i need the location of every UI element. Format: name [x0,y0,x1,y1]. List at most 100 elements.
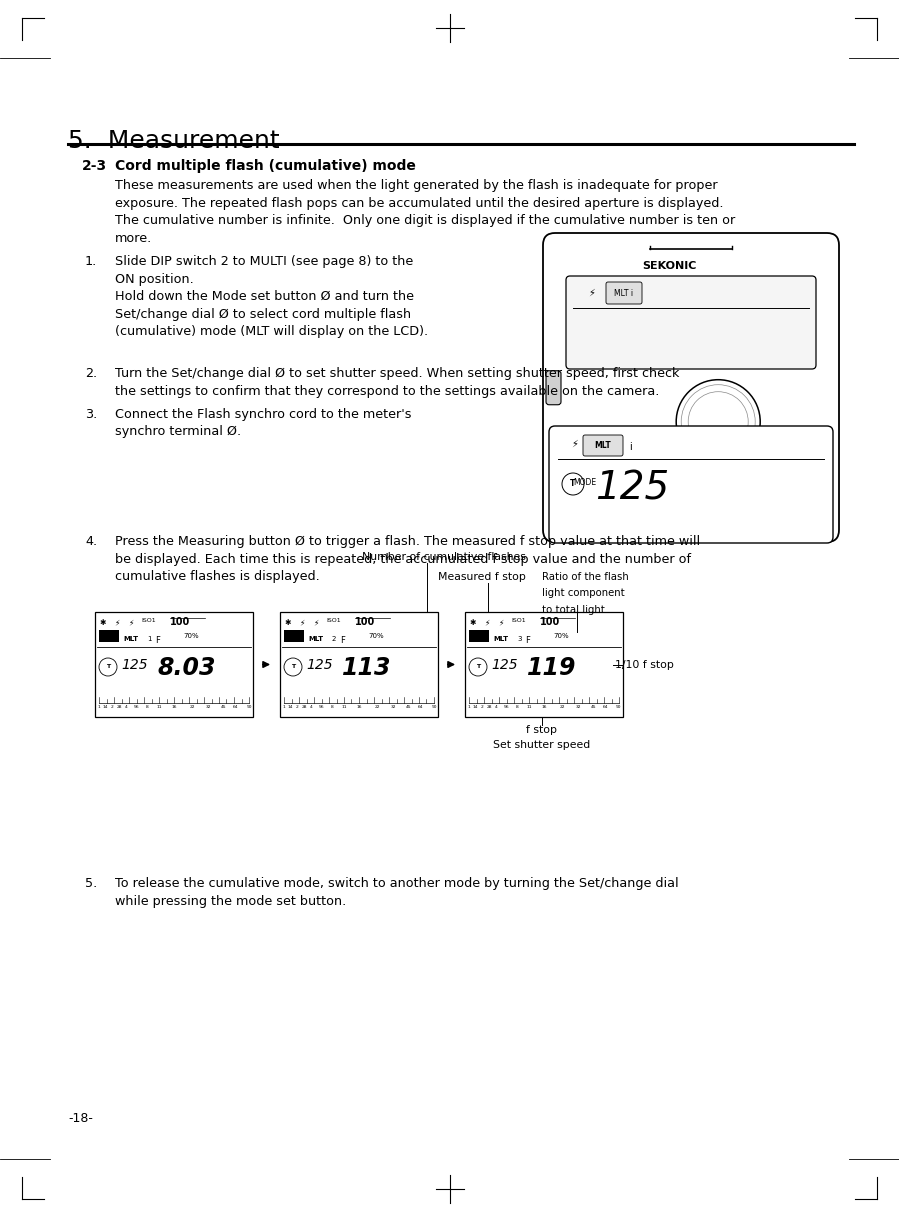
Text: 2: 2 [296,705,298,710]
Text: ✱: ✱ [470,618,476,627]
Text: 32: 32 [206,705,211,710]
Text: 14: 14 [473,705,478,710]
Text: ISO1: ISO1 [141,618,156,623]
Text: 113: 113 [342,656,391,680]
Text: 32: 32 [391,705,396,710]
Text: 119: 119 [527,656,576,680]
Text: the settings to confirm that they correspond to the settings available on the ca: the settings to confirm that they corres… [115,385,659,398]
Text: 11: 11 [526,705,531,710]
FancyBboxPatch shape [566,276,816,369]
Text: 1: 1 [467,705,470,710]
Text: 1: 1 [147,636,152,643]
Bar [465,612,623,717]
Text: Cord multiple flash (cumulative) mode: Cord multiple flash (cumulative) mode [115,159,416,173]
Text: 11: 11 [156,705,162,710]
Text: 8: 8 [331,705,334,710]
Text: to total light: to total light [542,605,605,615]
Text: ISO1: ISO1 [326,618,341,623]
Text: 14: 14 [288,705,293,710]
Text: 11: 11 [342,705,347,710]
Text: F: F [340,636,345,645]
Text: MLT: MLT [594,441,611,450]
Text: ⚡: ⚡ [129,618,134,627]
Text: (cumulative) mode (MLT will display on the LCD).: (cumulative) mode (MLT will display on t… [115,325,428,338]
Text: MODE: MODE [573,478,596,487]
Text: 56: 56 [134,705,139,710]
Text: 22: 22 [190,705,195,710]
Text: ⚡: ⚡ [498,618,503,627]
Text: cumulative flashes is displayed.: cumulative flashes is displayed. [115,570,320,583]
Bar [284,630,304,643]
Text: 4: 4 [494,705,497,710]
Text: 90: 90 [246,705,252,710]
Text: 90: 90 [432,705,437,710]
FancyBboxPatch shape [606,282,642,304]
Text: 2: 2 [332,636,336,643]
Text: ⚡: ⚡ [114,618,120,627]
Text: F: F [525,636,530,645]
FancyBboxPatch shape [543,232,839,542]
Text: while pressing the mode set button.: while pressing the mode set button. [115,894,346,908]
Text: 4.: 4. [85,535,97,548]
Text: 8: 8 [146,705,148,710]
Text: 1: 1 [282,705,285,710]
Text: 3: 3 [517,636,521,643]
Text: 1: 1 [98,705,101,710]
Text: f stop: f stop [527,725,557,735]
Text: 45: 45 [220,705,227,710]
Text: 22: 22 [559,705,565,710]
Text: 1.: 1. [85,256,97,268]
Circle shape [99,658,117,675]
Circle shape [676,380,761,464]
Text: MLT i: MLT i [614,288,634,297]
Text: SEKONIC: SEKONIC [642,260,697,271]
Text: ✱: ✱ [100,618,106,627]
Text: 5.: 5. [85,877,97,890]
Text: These measurements are used when the light generated by the flash is inadequate : These measurements are used when the lig… [115,179,717,192]
Circle shape [562,473,584,495]
Text: Press the Measuring button Ø to trigger a flash. The measured f stop value at th: Press the Measuring button Ø to trigger … [115,535,700,548]
Bar [280,612,438,717]
Text: MLT: MLT [493,636,508,643]
Text: 3.: 3. [85,408,97,421]
Text: 100: 100 [355,617,375,627]
Text: light component: light component [542,589,625,599]
Text: 16: 16 [171,705,177,710]
Text: ✱: ✱ [285,618,291,627]
Text: Connect the Flash synchro cord to the meter's: Connect the Flash synchro cord to the me… [115,408,412,421]
Text: 5.  Measurement: 5. Measurement [68,129,280,153]
Text: T: T [570,479,575,488]
Text: ⚡: ⚡ [485,618,490,627]
Text: 28: 28 [486,705,492,710]
Text: 125: 125 [121,658,147,672]
Text: MLT: MLT [123,636,138,643]
Text: Hold down the Mode set button Ø and turn the: Hold down the Mode set button Ø and turn… [115,290,414,303]
Text: Ratio of the flash: Ratio of the flash [542,572,628,582]
Text: ON position.: ON position. [115,273,194,286]
Text: 70%: 70% [368,633,384,639]
Bar [95,612,253,717]
Text: 8: 8 [516,705,519,710]
Text: 22: 22 [374,705,379,710]
Text: synchro terminal Ø.: synchro terminal Ø. [115,426,241,438]
Text: 56: 56 [503,705,510,710]
Bar [469,630,489,643]
FancyBboxPatch shape [546,371,561,405]
Text: 125: 125 [306,658,333,672]
Text: T: T [106,664,110,669]
Text: 64: 64 [602,705,609,710]
Text: 100: 100 [170,617,191,627]
Text: 2-3: 2-3 [82,159,107,173]
Text: 32: 32 [575,705,582,710]
Text: 28: 28 [301,705,307,710]
Text: 8.03: 8.03 [157,656,216,680]
Text: MLT: MLT [308,636,323,643]
Text: Set shutter speed: Set shutter speed [494,740,591,750]
Text: Measured f stop: Measured f stop [438,572,526,582]
Text: Number of cumulative flashes: Number of cumulative flashes [362,553,526,562]
Text: 64: 64 [418,705,423,710]
FancyBboxPatch shape [565,486,647,525]
Text: 2: 2 [481,705,484,710]
Text: 4: 4 [309,705,312,710]
Text: Slide DIP switch 2 to MULTI (see page 8) to the: Slide DIP switch 2 to MULTI (see page 8)… [115,256,414,268]
